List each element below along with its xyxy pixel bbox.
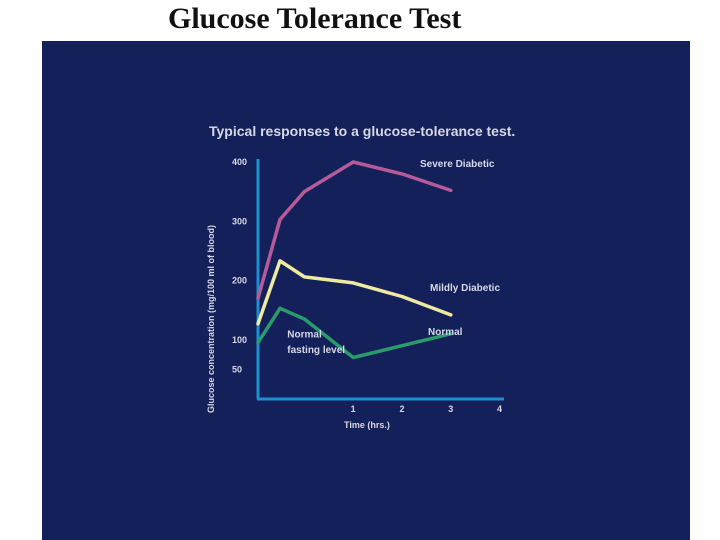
data-point-severe-diabetic — [351, 160, 355, 164]
x-tick-label: 1 — [351, 404, 356, 414]
y-tick-label: 100 — [232, 335, 247, 345]
series-label-mildly-diabetic: Mildly Diabetic — [430, 283, 500, 294]
data-point-normal — [400, 344, 404, 348]
data-point-mildly-diabetic — [400, 294, 404, 299]
x-tick-label: 3 — [448, 404, 453, 414]
data-point-severe-diabetic — [256, 296, 260, 300]
series-label-severe-diabetic: Severe Diabetic — [420, 159, 495, 170]
annotation-label: Normal — [287, 329, 322, 340]
data-point-normal — [449, 332, 453, 336]
chart-panel: Typical responses to a glucose-tolerance… — [42, 41, 690, 540]
data-point-normal — [256, 341, 260, 345]
series-line-normal — [256, 306, 453, 360]
y-tick-label: 200 — [232, 276, 247, 286]
data-point-normal — [278, 306, 282, 310]
data-point-mildly-diabetic — [351, 281, 355, 285]
annotation-label: fasting level — [287, 345, 345, 356]
y-tick-label: 300 — [232, 216, 247, 226]
slide-title: Glucose Tolerance Test — [168, 2, 462, 35]
data-point-severe-diabetic — [449, 188, 453, 193]
series-line-mildly-diabetic — [256, 259, 453, 326]
data-point-severe-diabetic — [400, 172, 404, 176]
data-point-mildly-diabetic — [449, 313, 453, 317]
data-point-severe-diabetic — [278, 217, 282, 222]
series-line-severe-diabetic — [256, 160, 453, 301]
data-point-mildly-diabetic — [302, 275, 306, 279]
data-point-mildly-diabetic — [278, 259, 282, 263]
y-tick-label: 400 — [232, 157, 247, 167]
y-axis-title: Glucose concentration (mg/100 ml of bloo… — [206, 225, 216, 413]
x-axis-title: Time (hrs.) — [344, 420, 390, 430]
glucose-tolerance-chart: Typical responses to a glucose-tolerance… — [206, 123, 515, 430]
y-tick-label: 50 — [232, 364, 242, 374]
data-point-normal — [351, 355, 355, 360]
x-tick-label: 4 — [497, 404, 502, 414]
series-label-normal: Normal — [428, 327, 463, 338]
x-tick-label: 2 — [399, 404, 404, 414]
chart-marks: 400 300 200 100 50 1 2 3 4 Severe Diabetic Mildly … — [232, 157, 504, 414]
chart-title: Typical responses to a glucose-tolerance… — [209, 123, 515, 139]
data-point-mildly-diabetic — [256, 322, 260, 326]
data-point-normal — [302, 317, 306, 321]
data-point-severe-diabetic — [302, 190, 306, 194]
